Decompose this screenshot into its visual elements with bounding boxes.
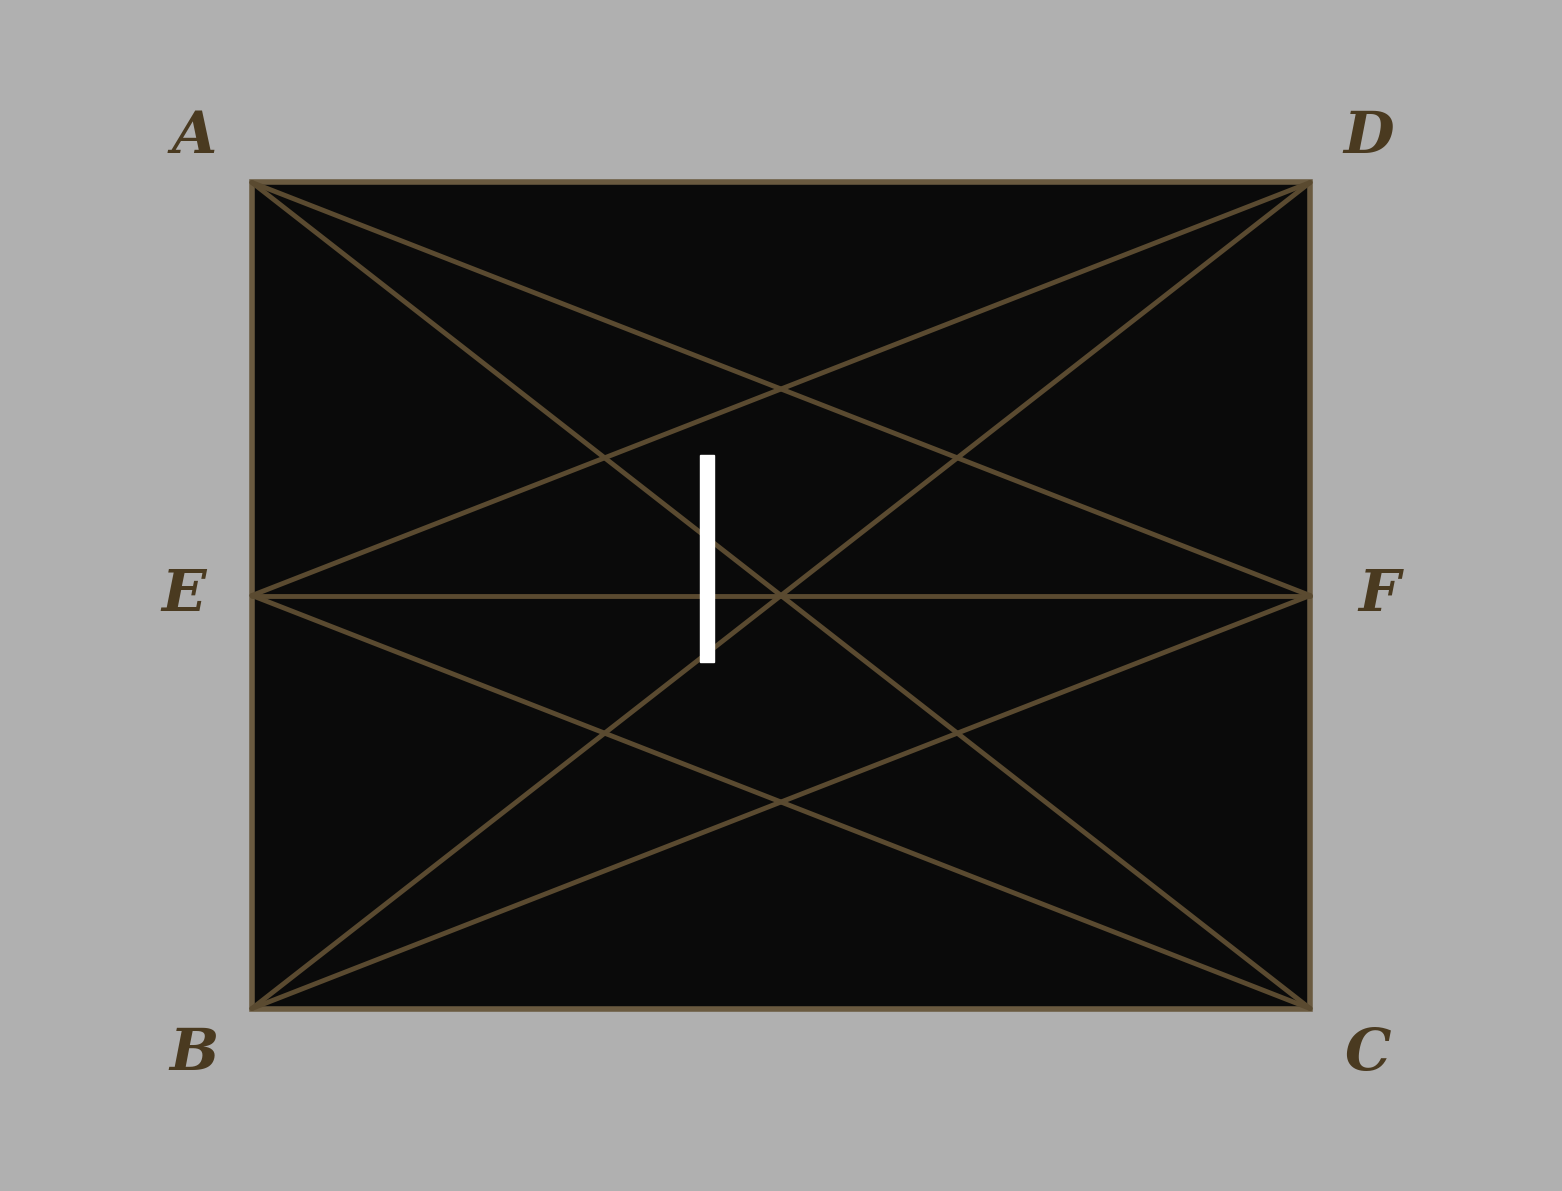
Text: F: F	[1357, 567, 1400, 624]
Text: C: C	[1345, 1025, 1392, 1083]
Text: D: D	[1343, 108, 1393, 166]
Bar	[700, 455, 714, 661]
Text: E: E	[161, 567, 206, 624]
Text: B: B	[169, 1025, 219, 1083]
Bar	[251, 182, 1311, 1009]
Text: A: A	[172, 108, 217, 166]
